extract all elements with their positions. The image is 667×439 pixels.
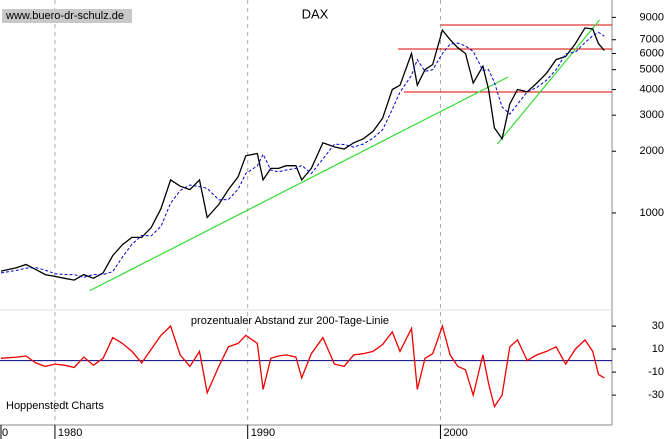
y-tick-label: 9000 (640, 11, 664, 23)
chart-title: DAX (302, 6, 329, 21)
credit: Hoppenstedt Charts (6, 400, 104, 412)
trend-line (89, 76, 509, 292)
y-tick-label: 1000 (640, 207, 664, 219)
y-tick-label: -10 (648, 366, 664, 378)
y-tick-label: -30 (648, 389, 664, 401)
x-tick-label: 1980 (58, 427, 82, 439)
panel-title: prozentualer Abstand zur 200-Tage-Linie (191, 315, 389, 327)
series-line (0, 31, 605, 278)
y-tick-label: 3000 (640, 109, 664, 121)
y-tick-label: 30 (652, 320, 664, 332)
x-tick-label: 1990 (251, 427, 275, 439)
series-line (0, 323, 605, 409)
series-line (0, 27, 605, 281)
y-tick-label: 7000 (640, 34, 664, 46)
y-tick-label: 5000 (640, 64, 664, 76)
source-box (2, 9, 132, 23)
source: www.buero-dr-schulz.de (5, 10, 124, 22)
x-tick-label: 0 (2, 427, 8, 439)
y-tick-label: 2000 (640, 145, 664, 157)
y-tick-label: 4000 (640, 83, 664, 95)
trend-line (496, 19, 600, 145)
x-tick-label: 2000 (443, 427, 467, 439)
y-tick-label: 6000 (640, 47, 664, 59)
y-tick-label: 10 (652, 343, 664, 355)
